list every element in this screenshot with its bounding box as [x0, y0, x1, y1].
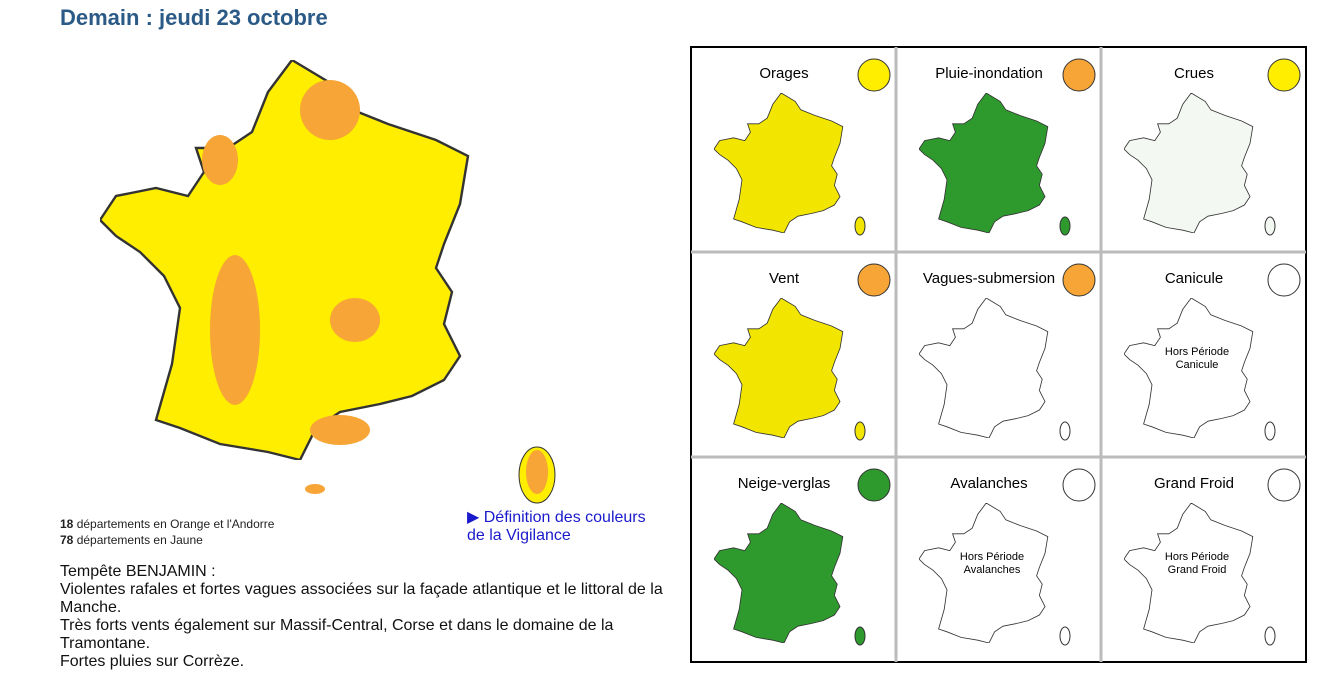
panel-label: Neige-verglas — [738, 475, 831, 492]
count: 18 — [60, 517, 74, 531]
main-map — [100, 60, 556, 504]
vigilance-panel: Neige-verglas — [714, 468, 891, 646]
description-line: Très forts vents également sur Massif-Ce… — [60, 617, 614, 652]
panel-corsica — [1059, 216, 1071, 236]
vigilance-panel: Vent — [714, 263, 891, 441]
france-map — [100, 60, 556, 504]
description-line: Violentes rafales et fortes vagues assoc… — [60, 581, 663, 616]
panel-corsica — [854, 626, 866, 646]
panel-note: Avalanches — [964, 564, 1021, 576]
description-line: Fortes pluies sur Corrèze. — [60, 653, 245, 670]
panel-label: Avalanches — [950, 475, 1027, 492]
description-line: Tempête BENJAMIN : — [60, 563, 216, 580]
orange-zone — [202, 135, 238, 185]
panel-note: Grand Froid — [1168, 564, 1227, 576]
panel-corsica — [1059, 626, 1071, 646]
vigilance-panel: Orages — [714, 58, 891, 236]
level-icon — [1267, 58, 1301, 92]
definition-link[interactable]: ▶ Définition des couleurs de la Vigilanc… — [467, 509, 646, 544]
summary-text: départements en Orange et l'Andorre — [76, 517, 275, 531]
panel-corsica — [854, 216, 866, 236]
level-icon — [857, 58, 891, 92]
summary-text: départements en Jaune — [76, 533, 203, 547]
summary-line: 18 départements en Orange et l'Andorre — [60, 517, 274, 531]
panel-corsica — [1264, 216, 1276, 236]
panel-note: Canicule — [1176, 359, 1219, 371]
orange-zone — [310, 415, 370, 445]
vigilance-panel: Pluie-inondation — [919, 58, 1096, 236]
orange-zone — [210, 255, 260, 405]
panel-label: Grand Froid — [1154, 475, 1234, 492]
summary-line: 78 départements en Jaune — [60, 533, 203, 547]
andorra — [305, 484, 325, 494]
page-title: Demain : jeudi 23 octobre — [60, 5, 328, 30]
panel-note: Hors Période — [960, 551, 1024, 563]
level-icon — [1062, 263, 1096, 297]
level-icon — [1267, 468, 1301, 502]
level-icon — [1062, 468, 1096, 502]
level-icon — [1062, 58, 1096, 92]
panel-corsica — [854, 421, 866, 441]
panel-note: Hors Période — [1165, 551, 1229, 563]
vigilance-grid: Orages Pluie-inondation Crues Vent Vagues-su… — [690, 46, 1307, 663]
description: Tempête BENJAMIN : Violentes rafales et f… — [60, 563, 680, 671]
panel-corsica — [1059, 421, 1071, 441]
level-icon — [857, 263, 891, 297]
panel-label: Vagues-submersion — [923, 270, 1055, 287]
corsica-orange — [526, 450, 548, 494]
vigilance-panel: Crues — [1124, 58, 1301, 236]
panel-label: Orages — [759, 65, 808, 82]
panel-label: Crues — [1174, 65, 1214, 82]
orange-zone — [300, 80, 360, 140]
vigilance-panel: Vagues-submersion — [919, 263, 1096, 441]
panel-corsica — [1264, 626, 1276, 646]
count: 78 — [60, 533, 74, 547]
panel-label: Canicule — [1165, 270, 1223, 287]
orange-zone — [330, 298, 380, 342]
level-icon — [1267, 263, 1301, 297]
panel-corsica — [1264, 421, 1276, 441]
panel-label: Vent — [769, 270, 800, 287]
panel-label: Pluie-inondation — [935, 65, 1043, 82]
level-icon — [857, 468, 891, 502]
panel-note: Hors Période — [1165, 346, 1229, 358]
